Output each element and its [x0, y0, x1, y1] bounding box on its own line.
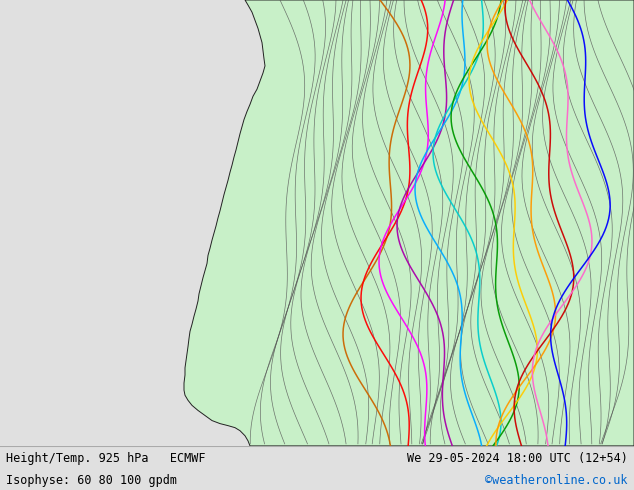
Text: We 29-05-2024 18:00 UTC (12+54): We 29-05-2024 18:00 UTC (12+54): [407, 452, 628, 465]
Text: Height/Temp. 925 hPa   ECMWF: Height/Temp. 925 hPa ECMWF: [6, 452, 206, 465]
Text: ©weatheronline.co.uk: ©weatheronline.co.uk: [485, 474, 628, 487]
Polygon shape: [184, 0, 634, 446]
Text: Isophyse: 60 80 100 gpdm: Isophyse: 60 80 100 gpdm: [6, 474, 178, 487]
